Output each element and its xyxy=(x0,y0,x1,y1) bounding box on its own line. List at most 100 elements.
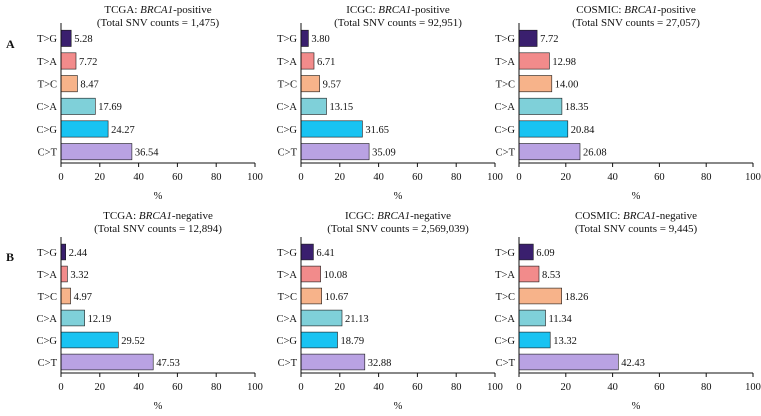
x-tick-label: 20 xyxy=(95,382,106,393)
value-label: 35.09 xyxy=(372,148,396,159)
bar-c-to-t xyxy=(60,143,133,161)
category-label: T>C xyxy=(38,80,57,91)
category-label: C>G xyxy=(36,336,57,347)
x-tick-label: 80 xyxy=(211,382,222,393)
value-label: 42.43 xyxy=(621,358,645,369)
bar-t-to-g xyxy=(300,29,309,47)
bar-t-to-c xyxy=(518,287,563,305)
x-axis-label: % xyxy=(154,401,163,412)
value-label: 5.28 xyxy=(74,34,92,45)
value-label: 7.72 xyxy=(540,34,558,45)
bar-c-to-g xyxy=(518,331,551,349)
category-label: T>A xyxy=(495,57,515,68)
chart-title-prefix: TCGA: xyxy=(104,4,140,16)
value-label: 14.00 xyxy=(555,80,579,91)
chart-subtitle: (Total SNV counts = 92,951) xyxy=(334,17,462,29)
value-label: 12.19 xyxy=(88,314,112,325)
x-axis-label: % xyxy=(632,401,641,412)
chart-title-suffix: -negative xyxy=(410,210,451,222)
chart-title-prefix: ICGC: xyxy=(345,210,377,222)
bar-chart-6: COSMIC: BRCA1-negative(Total SNV counts … xyxy=(494,210,760,412)
category-label: T>G xyxy=(277,34,297,45)
value-label: 21.13 xyxy=(345,314,369,325)
category-label: C>T xyxy=(278,358,298,369)
category-label: T>G xyxy=(495,34,515,45)
chart-title-suffix: -negative xyxy=(656,210,697,222)
value-label: 20.84 xyxy=(571,125,595,136)
chart-title-gene: BRCA1 xyxy=(623,210,656,222)
value-label: 6.71 xyxy=(317,57,335,68)
category-label: T>C xyxy=(278,292,297,303)
category-label: T>G xyxy=(37,34,57,45)
x-tick-label: 100 xyxy=(247,382,263,393)
x-axis-label: % xyxy=(394,401,403,412)
category-label: C>A xyxy=(36,102,57,113)
bar-c-to-g xyxy=(518,120,569,138)
value-label: 6.09 xyxy=(536,248,554,259)
chart-title-suffix: -positive xyxy=(411,4,450,16)
chart-subtitle: (Total SNV counts = 9,445) xyxy=(575,223,698,235)
bar-t-to-g xyxy=(518,243,534,261)
x-tick-label: 40 xyxy=(373,382,384,393)
category-label: C>A xyxy=(36,314,57,325)
panel-label-a: A xyxy=(6,37,15,51)
bar-t-to-a xyxy=(60,52,77,70)
category-label: C>T xyxy=(278,148,298,159)
panel-label-b: B xyxy=(6,250,14,264)
bar-c-to-t xyxy=(300,353,366,371)
x-tick-label: 80 xyxy=(451,382,462,393)
bar-t-to-c xyxy=(60,287,71,305)
value-label: 9.57 xyxy=(323,80,341,91)
x-tick-label: 20 xyxy=(335,172,346,183)
category-label: C>A xyxy=(494,314,515,325)
x-axis-label: % xyxy=(394,191,403,202)
category-label: T>G xyxy=(37,248,57,259)
bar-t-to-c xyxy=(60,75,78,93)
category-label: C>T xyxy=(38,358,58,369)
category-label: T>A xyxy=(495,270,515,281)
x-tick-label: 80 xyxy=(701,382,712,393)
x-tick-label: 0 xyxy=(58,382,63,393)
bar-t-to-g xyxy=(300,243,314,261)
category-label: C>T xyxy=(496,148,516,159)
chart-title: ICGC: BRCA1-positive xyxy=(346,4,450,16)
bar-t-to-g xyxy=(60,243,66,261)
x-axis-label: % xyxy=(632,191,641,202)
value-label: 10.67 xyxy=(325,292,349,303)
chart-title: TCGA: BRCA1-positive xyxy=(104,4,211,16)
value-label: 29.52 xyxy=(121,336,145,347)
category-label: C>T xyxy=(38,148,58,159)
chart-title: COSMIC: BRCA1-negative xyxy=(575,210,697,222)
value-label: 8.47 xyxy=(80,80,98,91)
category-label: C>A xyxy=(494,102,515,113)
chart-title-gene: BRCA1 xyxy=(624,4,657,16)
chart-title-gene: BRCA1 xyxy=(378,4,411,16)
x-tick-label: 40 xyxy=(133,172,144,183)
x-tick-label: 100 xyxy=(487,172,503,183)
category-label: T>C xyxy=(38,292,57,303)
x-tick-label: 80 xyxy=(451,172,462,183)
x-tick-label: 0 xyxy=(516,172,521,183)
value-label: 36.54 xyxy=(135,148,159,159)
bar-chart-2: ICGC: BRCA1-positive(Total SNV counts = … xyxy=(276,4,502,202)
x-tick-label: 0 xyxy=(298,382,303,393)
value-label: 7.72 xyxy=(79,57,97,68)
x-tick-label: 100 xyxy=(745,172,761,183)
bar-t-to-a xyxy=(60,265,68,283)
bar-chart-5: ICGC: BRCA1-negative(Total SNV counts = … xyxy=(276,210,502,412)
x-tick-label: 60 xyxy=(412,172,423,183)
x-tick-label: 20 xyxy=(561,382,572,393)
category-label: T>C xyxy=(496,292,515,303)
value-label: 17.69 xyxy=(98,102,122,113)
category-label: T>G xyxy=(277,248,297,259)
bar-c-to-t xyxy=(60,353,154,371)
x-tick-label: 40 xyxy=(133,382,144,393)
bar-c-to-a xyxy=(300,97,327,115)
bar-c-to-a xyxy=(60,309,85,327)
chart-title: ICGC: BRCA1-negative xyxy=(345,210,451,222)
chart-title-prefix: COSMIC: xyxy=(575,210,623,222)
x-tick-label: 0 xyxy=(298,172,303,183)
value-label: 4.97 xyxy=(74,292,92,303)
bar-c-to-a xyxy=(60,97,96,115)
category-label: C>T xyxy=(496,358,516,369)
